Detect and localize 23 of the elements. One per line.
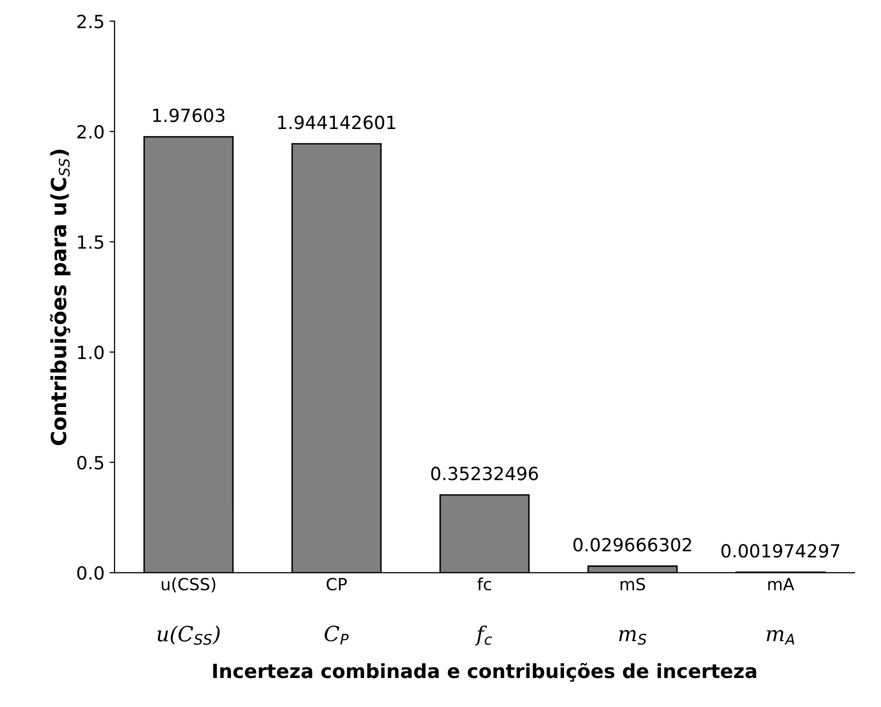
data-label: 0.35232496	[431, 466, 538, 480]
data-label: 1.97603	[153, 108, 224, 122]
y-tick-label: 1.0	[78, 346, 104, 360]
x-axis-title: Incerteza combinada e contribuições de incerteza	[213, 662, 756, 682]
data-label: 0.029666302	[573, 538, 692, 552]
x-tick-label: mS	[620, 578, 646, 590]
y-axis-title: Contribuições para u(C$_{SS}$)	[50, 150, 70, 446]
text: f$_{c}$	[474, 625, 492, 646]
x-tick-label: mA	[768, 578, 794, 590]
x-tick-label: CP	[326, 578, 347, 590]
y-tick-label: 2.5	[77, 14, 104, 28]
y-tick-label: 0.5	[77, 456, 104, 470]
x-tick-label: fc	[477, 578, 492, 590]
text: C$_{P}$	[324, 626, 349, 645]
text: u(C$_{SS}$)	[157, 625, 220, 645]
text: m$_{A}$	[766, 630, 794, 645]
data-label: 1.944142601	[278, 116, 396, 130]
data-label: 0.001974297	[721, 544, 840, 558]
y-tick-label: 2.0	[77, 124, 104, 139]
x-tick-label: u(CSS)	[162, 578, 216, 592]
y-tick-label: 1.5	[78, 235, 104, 249]
y-tick-label: 0.0	[77, 566, 104, 580]
text: m$_{S}$	[619, 630, 646, 645]
